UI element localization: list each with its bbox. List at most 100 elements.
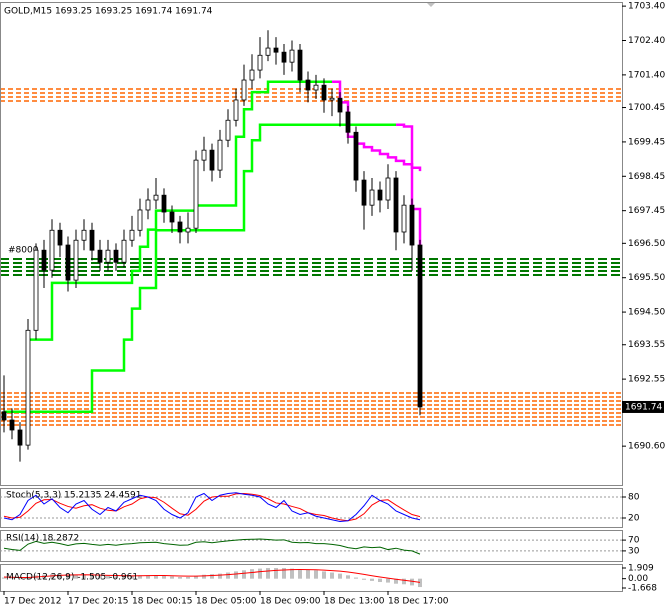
macd-bar: [138, 575, 142, 579]
candle-body: [225, 119, 231, 141]
candle-body: [369, 189, 375, 206]
macd-bar: [210, 574, 214, 579]
macd-bar: [402, 578, 406, 585]
macd-bar: [346, 575, 350, 579]
candle-body: [233, 99, 239, 121]
rsi-line: [3, 538, 421, 555]
macd-bar: [18, 578, 22, 580]
macd-bar: [242, 570, 246, 579]
macd-bar: [2, 577, 6, 579]
indicator-line: [396, 123, 422, 285]
price-label-bg: [622, 400, 664, 413]
macd-bar: [218, 573, 222, 579]
macd-bar: [74, 574, 78, 579]
candle-body: [73, 239, 79, 281]
shift-marker: [426, 2, 436, 7]
macd-bar: [410, 578, 414, 586]
candle-body: [401, 204, 407, 233]
macd-bar: [146, 575, 150, 579]
price-label: 1691.74: [625, 402, 662, 412]
macd-bar: [194, 575, 198, 579]
candle-body: [353, 131, 359, 181]
candle-body: [25, 329, 31, 446]
macd-bar: [314, 570, 318, 579]
macd-bar: [50, 574, 54, 579]
macd-bar: [322, 571, 326, 579]
macd-bar: [258, 568, 262, 579]
candle-body: [129, 229, 135, 241]
macd-bar: [98, 575, 102, 579]
x-tick-label: 17 Dec 20:15: [68, 597, 129, 607]
macd-bar: [82, 574, 86, 579]
candle-body: [305, 79, 311, 91]
candle-body: [193, 159, 199, 229]
candle-body: [57, 229, 63, 246]
macd-bar: [394, 578, 398, 584]
macd-bar: [418, 578, 422, 588]
y-tick-label: 1698.45: [628, 172, 665, 182]
indicator-line: [4, 123, 396, 414]
candle-body: [289, 49, 295, 63]
candle-body: [41, 249, 47, 271]
candle-body: [345, 111, 351, 133]
y-tick-label: 1692.55: [628, 375, 665, 385]
y-tick-label: 1703.40: [628, 2, 665, 12]
candle-body: [385, 177, 391, 201]
macd-bar: [186, 576, 190, 579]
y-tick-label: 1693.55: [628, 340, 665, 350]
y-tick-label: 70: [628, 536, 640, 546]
macd-bar: [162, 575, 166, 579]
y-tick-label: 20: [628, 514, 640, 524]
panel-frame: [0, 564, 623, 592]
annotation: #8000: [8, 246, 39, 256]
y-tick-label: -1.668: [628, 584, 657, 594]
candle-body: [377, 189, 383, 201]
candle-body: [121, 239, 127, 263]
macd-bar: [10, 578, 14, 579]
macd-bar: [250, 569, 254, 579]
panel-frame: [0, 2, 623, 486]
macd-bar: [354, 577, 358, 579]
x-tick-label: 18 Dec 05:00: [196, 597, 257, 607]
candle-body: [33, 249, 39, 331]
candle-body: [393, 177, 399, 233]
orange-zone-bottom: [0, 392, 622, 426]
y-tick-label: 0.00: [628, 574, 648, 584]
candle-body: [257, 54, 263, 71]
chart-title: GOLD,M15 1693.25 1693.25 1691.74 1691.74: [4, 7, 213, 17]
macd-bar: [282, 568, 286, 579]
indicator-title: RSI(14) 18.2872: [6, 534, 79, 544]
candle-body: [81, 229, 87, 241]
macd-bar: [130, 575, 134, 579]
y-tick-label: 30: [628, 546, 640, 556]
macd-bar: [178, 576, 182, 579]
candle-body: [361, 179, 367, 206]
candle-body: [113, 249, 119, 263]
y-tick-label: 1.909: [628, 564, 654, 574]
x-tick-label: 18 Dec 17:00: [388, 597, 449, 607]
indicator-title: MACD(12,26,9) -1.505 -0.961: [6, 573, 138, 583]
macd-bar: [66, 574, 70, 579]
macd-bar: [154, 575, 158, 579]
y-tick-label: 1702.40: [628, 36, 665, 46]
y-tick-label: 1694.50: [628, 308, 665, 318]
candle-body: [321, 84, 327, 101]
candle-body: [145, 199, 151, 211]
macd-bar: [90, 575, 94, 579]
candle-body: [265, 47, 271, 56]
candle-body: [281, 51, 287, 63]
candle-body: [241, 79, 247, 101]
macd-bar: [170, 576, 174, 579]
macd-bar: [202, 574, 206, 579]
candle-body: [89, 229, 95, 251]
macd-bar: [122, 576, 126, 579]
macd-bar: [370, 578, 374, 581]
macd-bar: [338, 573, 342, 579]
macd-bar: [274, 568, 278, 579]
macd-signal: [3, 569, 421, 583]
macd-bar: [290, 568, 294, 579]
macd-bar: [114, 576, 118, 579]
y-tick-label: 1700.45: [628, 103, 665, 113]
candle-body: [137, 209, 143, 231]
